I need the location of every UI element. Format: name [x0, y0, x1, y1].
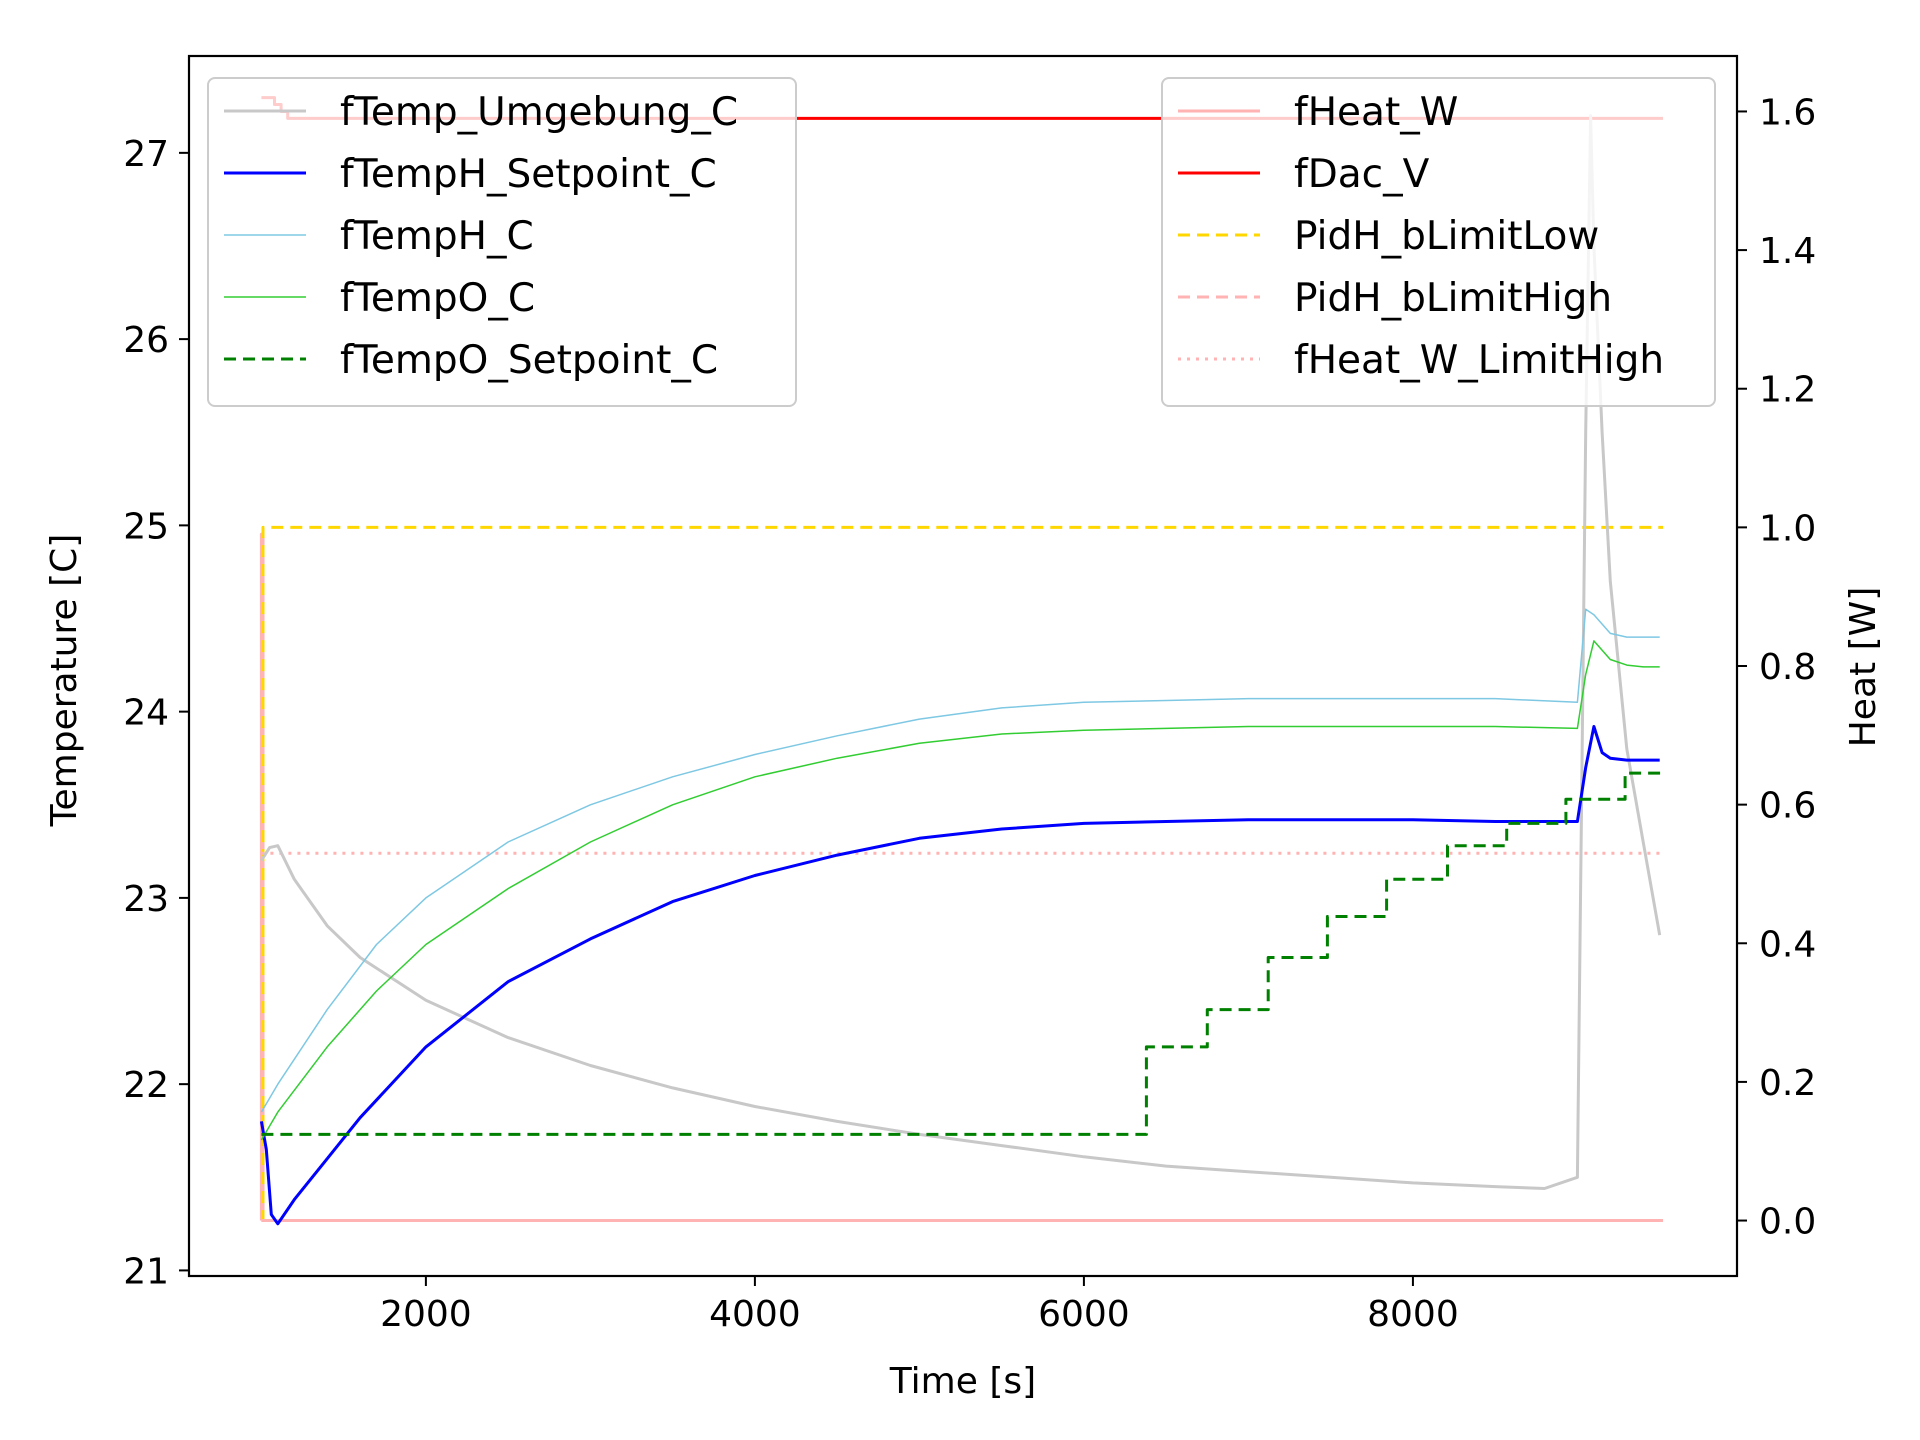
- legend-left: fTemp_Umgebung_C fTempH_Setpoint_C fTempH_…: [207, 77, 797, 407]
- y-tick-label-left: 25: [123, 506, 169, 547]
- legend-label-fheat-w-limithigh: fHeat_W_LimitHigh: [1294, 338, 1664, 383]
- series-line-ftemph-c: [260, 608, 1660, 1113]
- y-tick-label-right: 1.0: [1759, 508, 1816, 549]
- x-tick-label: 6000: [1038, 1294, 1130, 1335]
- y-tick-label-right: 0.6: [1759, 786, 1816, 827]
- y-tick-label-right: 0.0: [1759, 1202, 1816, 1243]
- legend-label-pidh-blimitlow: PidH_bLimitLow: [1294, 214, 1599, 259]
- y-tick-label-left: 23: [123, 879, 169, 920]
- legend-label-ftempo-c: fTempO_C: [340, 276, 535, 321]
- legend-label-fdac-v: fDac_V: [1294, 152, 1430, 197]
- x-tick-label: 4000: [709, 1294, 801, 1335]
- series-line-ftempo-c: [260, 640, 1660, 1141]
- legends: fTemp_Umgebung_C fTempH_Setpoint_C fTempH_…: [207, 77, 1716, 407]
- legend-label-ftemph-c: fTempH_C: [340, 214, 534, 259]
- y-tick-label-left: 26: [123, 320, 169, 361]
- axes: 2000 4000 6000 8000 21 22 23 24 25 26 27 0.0 0.2 0.4 0…: [123, 54, 1816, 1335]
- legend-label-ftemp-umgebung-c: fTemp_Umgebung_C: [340, 90, 738, 135]
- legend-left-box: [207, 77, 797, 407]
- x-tick-label: 2000: [380, 1294, 472, 1335]
- y-tick-label-right: 0.4: [1759, 924, 1816, 965]
- y-axis-label-left: Temperature [C]: [44, 534, 85, 828]
- y-tick-label-left: 21: [123, 1251, 169, 1292]
- y-tick-label-right: 1.2: [1759, 370, 1816, 411]
- legend-label-fheat-w: fHeat_W: [1294, 90, 1458, 135]
- y-axis-label-right: Heat [W]: [1843, 587, 1884, 748]
- legend-label-ftempo-setpoint-c: fTempO_Setpoint_C: [340, 338, 718, 383]
- legend-label-pidh-blimithigh: PidH_bLimitHigh: [1294, 276, 1612, 321]
- series-line-ftempo-setpoint-c: [261, 771, 1663, 1136]
- y-tick-label-right: 0.2: [1759, 1063, 1816, 1104]
- y-tick-label-left: 24: [123, 693, 169, 734]
- series-line-ftemph-setpoint-c: [259, 725, 1660, 1226]
- x-tick-label: 8000: [1367, 1294, 1459, 1335]
- y-tick-label-right: 1.4: [1759, 231, 1816, 272]
- y-tick-label-right: 1.6: [1759, 92, 1816, 133]
- x-axis-label: Time [s]: [889, 1361, 1036, 1402]
- y-tick-label-left: 22: [123, 1065, 169, 1106]
- legend-right-box: [1161, 77, 1716, 407]
- legend-right: fHeat_W fDac_V PidH_bLimitLow PidH_bLimitHi…: [1161, 77, 1716, 407]
- y-tick-label-left: 27: [123, 134, 169, 175]
- legend-label-ftemph-setpoint-c: fTempH_Setpoint_C: [340, 152, 717, 197]
- y-tick-label-right: 0.8: [1759, 647, 1816, 688]
